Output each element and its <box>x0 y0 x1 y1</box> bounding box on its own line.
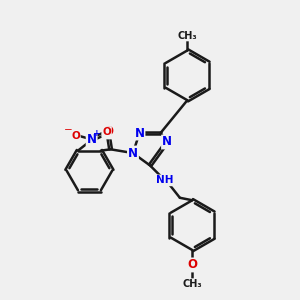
Text: O: O <box>102 127 111 137</box>
Text: N: N <box>128 146 138 160</box>
Text: O: O <box>71 131 80 141</box>
Text: O: O <box>103 125 113 138</box>
Text: +: + <box>93 130 101 139</box>
Text: −: − <box>64 125 73 135</box>
Text: N: N <box>87 133 97 146</box>
Text: O: O <box>187 259 197 272</box>
Text: N: N <box>134 127 145 140</box>
Text: CH₃: CH₃ <box>182 279 202 289</box>
Text: N: N <box>162 136 172 148</box>
Text: CH₃: CH₃ <box>178 31 197 40</box>
Text: NH: NH <box>156 176 174 185</box>
